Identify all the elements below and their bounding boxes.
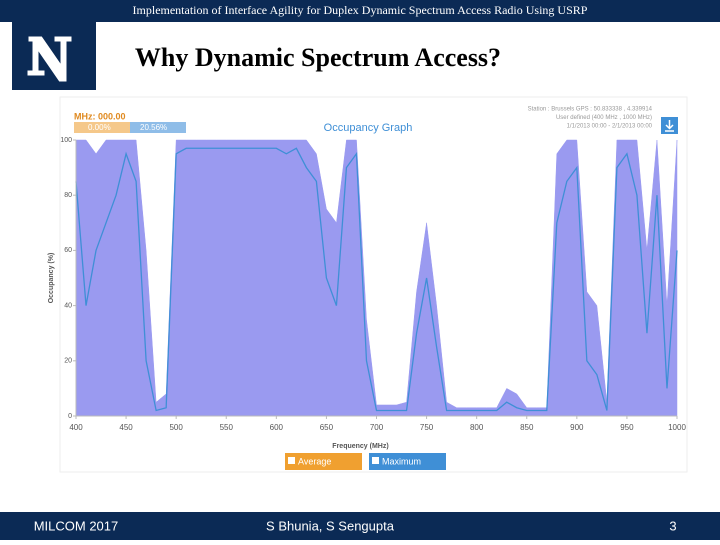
x-tick-label: 700 <box>370 423 384 432</box>
y-tick-label: 60 <box>64 247 72 254</box>
average-readout: 0.00% <box>88 123 111 132</box>
legend-check <box>372 457 379 464</box>
station-info: Station : Brussels GPS : 50.833338 , 4.3… <box>528 107 653 113</box>
x-tick-label: 750 <box>420 423 434 432</box>
x-tick-label: 950 <box>620 423 634 432</box>
x-tick-label: 500 <box>169 423 183 432</box>
frequency-readout: MHz: 000.00 <box>74 111 126 121</box>
x-axis-label: Frequency (MHz) <box>332 443 388 450</box>
x-tick-label: 450 <box>119 423 133 432</box>
legend-box[interactable] <box>369 453 446 470</box>
y-tick-label: 100 <box>60 137 72 144</box>
download-icon <box>665 120 674 132</box>
legend-label: Maximum <box>382 456 421 466</box>
footer-right: 3 <box>669 518 676 533</box>
x-tick-label: 650 <box>320 423 334 432</box>
chart-title: Occupancy Graph <box>324 122 413 134</box>
legend-box[interactable] <box>285 453 362 470</box>
station-info: 1/1/2013 00:00 - 2/1/2013 00:00 <box>567 124 653 130</box>
station-info: User defined (400 MHz , 1000 MHz) <box>556 115 652 121</box>
header-text: Implementation of Interface Agility for … <box>133 3 588 17</box>
y-tick-label: 80 <box>64 192 72 199</box>
logo-mark <box>26 35 73 83</box>
x-tick-label: 850 <box>520 423 534 432</box>
footer-left: MILCOM 2017 <box>34 518 119 533</box>
maximum-readout: 20.56% <box>140 123 167 132</box>
y-tick-label: 20 <box>64 358 72 365</box>
footer-bar <box>0 512 720 540</box>
x-tick-label: 1000 <box>668 423 686 432</box>
legend-check <box>288 457 295 464</box>
average-readout-box <box>74 122 130 133</box>
y-axis-label: Occupancy (%) <box>48 253 55 304</box>
x-tick-label: 400 <box>69 423 83 432</box>
y-tick-label: 40 <box>64 302 72 309</box>
footer-center: S Bhunia, S Sengupta <box>266 518 395 533</box>
legend-label: Average <box>298 456 331 466</box>
x-tick-label: 550 <box>220 423 234 432</box>
average-line <box>75 147 678 412</box>
y-tick-label: 0 <box>68 413 72 420</box>
maximum-readout-box <box>130 122 186 133</box>
x-tick-label: 800 <box>470 423 484 432</box>
header-bar <box>0 0 720 22</box>
x-tick-label: 900 <box>570 423 584 432</box>
slide-title: Why Dynamic Spectrum Access? <box>135 43 501 72</box>
x-tick-label: 600 <box>270 423 284 432</box>
